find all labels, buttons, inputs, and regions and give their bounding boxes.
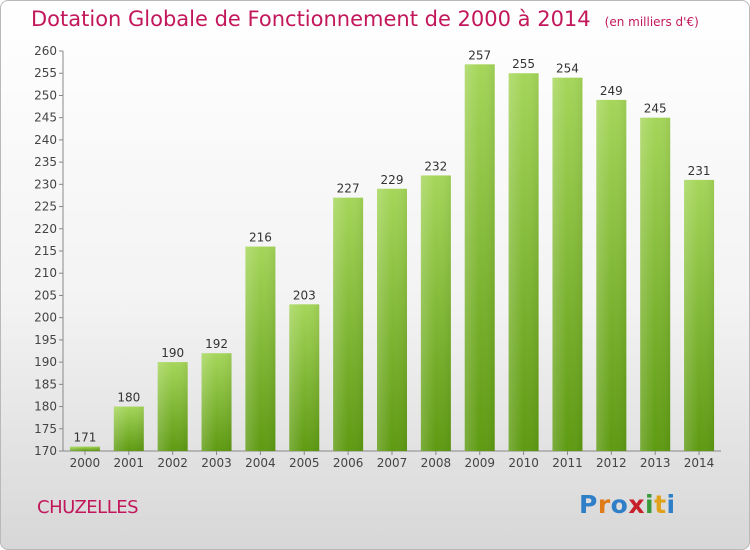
- bar-shine: [508, 73, 539, 451]
- bar-shine: [552, 77, 583, 452]
- chart-unit: (en milliers d'€): [604, 15, 699, 29]
- y-tick-label: 255: [34, 66, 57, 80]
- data-label: 249: [600, 84, 623, 98]
- y-tick-label: 175: [34, 422, 57, 436]
- logo-letter: P: [579, 490, 598, 519]
- y-tick-label: 240: [34, 133, 57, 147]
- bar-shine: [684, 179, 715, 451]
- x-tick-label: 2011: [552, 456, 583, 470]
- bars: [69, 64, 715, 452]
- y-tick-label: 180: [34, 400, 57, 414]
- x-tick-label: 2014: [684, 456, 715, 470]
- data-label: 254: [556, 62, 579, 76]
- x-tick-label: 2002: [157, 456, 188, 470]
- y-tick-label: 190: [34, 355, 57, 369]
- y-tick-label: 250: [34, 88, 57, 102]
- bar-shine: [464, 64, 495, 452]
- bar-shine: [201, 353, 232, 451]
- y-tick-label: 215: [34, 244, 57, 258]
- bar-shine: [640, 117, 671, 452]
- x-tick-label: 2013: [640, 456, 671, 470]
- x-tick-label: 2001: [114, 456, 145, 470]
- bar-shine: [420, 175, 451, 451]
- y-tick-label: 210: [34, 266, 57, 280]
- bar-shine: [69, 446, 100, 451]
- bar-shine: [113, 406, 144, 451]
- y-tick-label: 235: [34, 155, 57, 169]
- y-tick-label: 195: [34, 333, 57, 347]
- bar-shine: [157, 362, 188, 451]
- x-tick-label: 2009: [464, 456, 495, 470]
- logo-letter: t: [654, 490, 667, 519]
- data-label: 257: [468, 48, 491, 62]
- x-tick-label: 2006: [333, 456, 364, 470]
- value-labels: 171 180 190 192 216 203 227 229 232 257 255 254 249 2…: [73, 48, 710, 444]
- axes: 170 175 180 185 190 195 200 205 210 215 220 225 230 2…: [34, 44, 721, 470]
- commune-name: CHUZELLES: [37, 497, 139, 518]
- data-label: 203: [293, 288, 316, 302]
- logo-letter: i: [666, 490, 676, 519]
- x-tick-label: 2008: [421, 456, 452, 470]
- data-label: 171: [73, 431, 96, 445]
- x-tick-label: 2003: [201, 456, 232, 470]
- data-label: 245: [644, 102, 667, 116]
- logo-letter: r: [597, 490, 611, 519]
- y-tick-label: 260: [34, 44, 57, 58]
- bar-shine: [333, 197, 364, 451]
- logo-letter: x: [628, 490, 645, 519]
- data-label: 180: [117, 391, 140, 405]
- data-label: 190: [161, 346, 184, 360]
- data-label: 231: [688, 164, 711, 178]
- logo-letter: o: [610, 490, 629, 519]
- x-tick-label: 2004: [245, 456, 276, 470]
- y-tick-label: 225: [34, 200, 57, 214]
- y-tick-label: 185: [34, 377, 57, 391]
- proxiti-logo[interactable]: Proxiti: [579, 490, 676, 519]
- data-label: 255: [512, 57, 535, 71]
- x-tick-label: 2005: [289, 456, 320, 470]
- x-tick-label: 2007: [377, 456, 408, 470]
- y-tick-label: 205: [34, 288, 57, 302]
- data-label: 227: [337, 182, 360, 196]
- y-tick-label: 200: [34, 311, 57, 325]
- chart-title-text: Dotation Globale de Fonctionnement de 20…: [31, 7, 591, 31]
- data-label: 229: [381, 173, 404, 187]
- bar-shine: [289, 304, 320, 451]
- data-label: 232: [424, 159, 447, 173]
- logo-letter: i: [645, 490, 655, 519]
- bar-shine: [596, 99, 627, 451]
- x-tick-label: 2010: [508, 456, 539, 470]
- data-label: 192: [205, 337, 228, 351]
- y-tick-label: 220: [34, 222, 57, 236]
- y-tick-label: 230: [34, 177, 57, 191]
- y-tick-label: 170: [34, 444, 57, 458]
- bar-shine: [245, 246, 276, 451]
- x-tick-label: 2012: [596, 456, 627, 470]
- bar-shine: [377, 188, 407, 451]
- x-tick-label: 2000: [70, 456, 101, 470]
- y-tick-label: 245: [34, 111, 57, 125]
- chart-title: Dotation Globale de Fonctionnement de 20…: [31, 7, 699, 31]
- data-label: 216: [249, 231, 272, 245]
